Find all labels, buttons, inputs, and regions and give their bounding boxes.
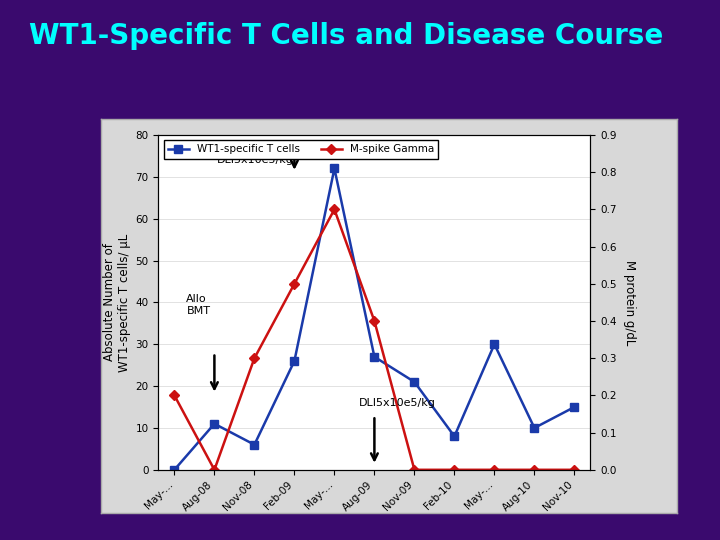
Legend: WT1-specific T cells, M-spike Gamma: WT1-specific T cells, M-spike Gamma xyxy=(163,140,438,159)
WT1-specific T cells xyxy=(330,165,338,172)
M-spike Gamma xyxy=(450,467,459,473)
M-spike Gamma xyxy=(290,281,299,287)
Text: DLI5x10e5/kg: DLI5x10e5/kg xyxy=(217,155,293,165)
M-spike Gamma xyxy=(330,206,338,213)
WT1-specific T cells xyxy=(570,404,579,410)
WT1-specific T cells xyxy=(170,467,179,473)
Text: Allo
BMT: Allo BMT xyxy=(186,294,210,315)
Y-axis label: M protein g/dL: M protein g/dL xyxy=(623,260,636,345)
Line: WT1-specific T cells: WT1-specific T cells xyxy=(170,164,579,474)
M-spike Gamma xyxy=(570,467,579,473)
M-spike Gamma xyxy=(370,318,379,324)
WT1-specific T cells xyxy=(210,421,219,427)
Y-axis label: Absolute Number of
WT1-specific T cells/ μL: Absolute Number of WT1-specific T cells/… xyxy=(104,233,131,372)
WT1-specific T cells xyxy=(290,357,299,364)
WT1-specific T cells xyxy=(490,341,499,348)
WT1-specific T cells xyxy=(370,354,379,360)
WT1-specific T cells xyxy=(450,433,459,440)
M-spike Gamma xyxy=(530,467,539,473)
WT1-specific T cells xyxy=(410,379,419,385)
M-spike Gamma xyxy=(410,467,419,473)
M-spike Gamma xyxy=(210,467,219,473)
Line: M-spike Gamma: M-spike Gamma xyxy=(171,206,578,473)
WT1-specific T cells xyxy=(250,442,258,448)
WT1-specific T cells xyxy=(530,424,539,431)
M-spike Gamma xyxy=(490,467,499,473)
Text: DLI5x10e5/kg: DLI5x10e5/kg xyxy=(359,398,436,408)
M-spike Gamma xyxy=(250,355,258,361)
M-spike Gamma xyxy=(170,392,179,399)
Text: WT1-Specific T Cells and Disease Course: WT1-Specific T Cells and Disease Course xyxy=(29,22,663,50)
